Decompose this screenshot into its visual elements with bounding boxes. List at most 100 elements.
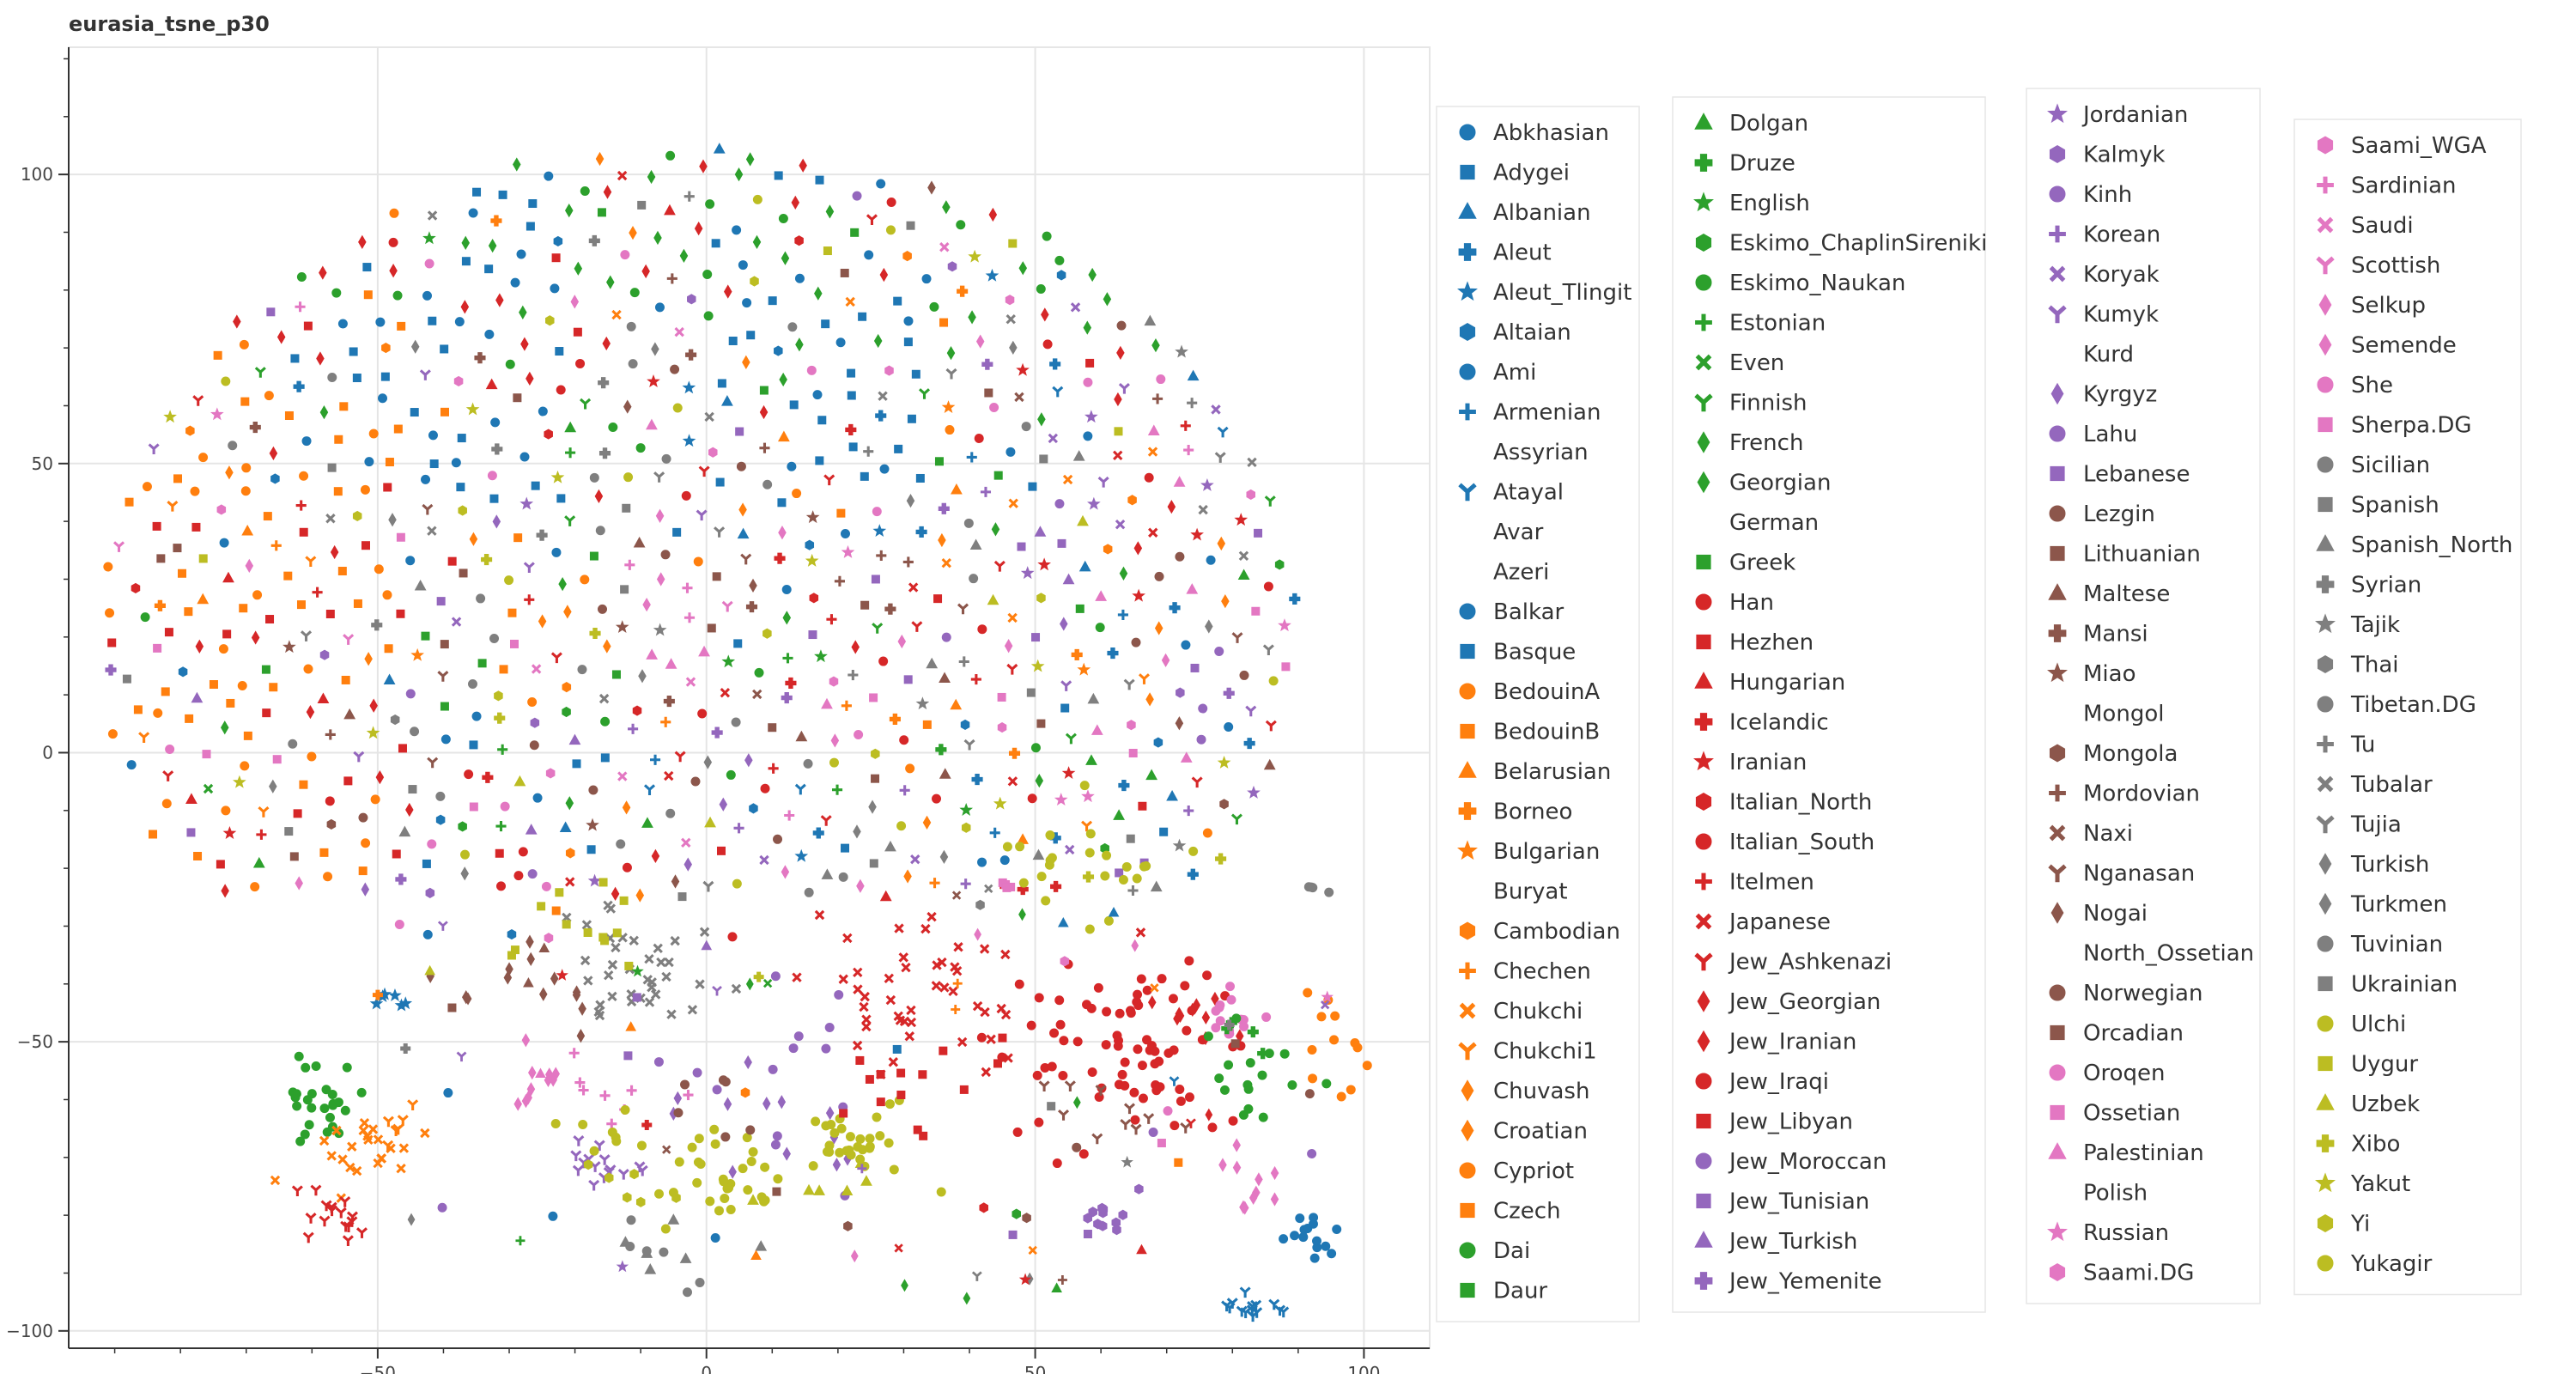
data-point xyxy=(603,639,611,654)
data-point xyxy=(1191,776,1203,788)
data-point xyxy=(1026,1020,1036,1030)
data-point xyxy=(574,1077,586,1088)
data-point xyxy=(792,972,802,982)
data-point xyxy=(644,997,655,1007)
data-point xyxy=(492,514,501,529)
data-point xyxy=(637,200,647,210)
data-point xyxy=(1201,1010,1211,1025)
legend-marker xyxy=(1460,723,1475,739)
legend-item: Ossetian xyxy=(2050,1101,2180,1127)
data-point xyxy=(564,421,577,433)
legend-label: Koryak xyxy=(2083,262,2160,288)
data-point xyxy=(1151,338,1160,353)
data-point xyxy=(770,1140,781,1150)
data-point xyxy=(461,235,470,250)
legend-marker xyxy=(1695,872,1712,891)
data-point xyxy=(650,989,661,1000)
legend-marker xyxy=(2050,902,2064,924)
legend-label: Jew_Turkish xyxy=(1728,1229,1857,1255)
legend-marker xyxy=(2317,136,2334,155)
data-point xyxy=(340,1220,352,1232)
data-point xyxy=(291,1089,301,1099)
data-point xyxy=(727,932,738,942)
data-point xyxy=(1150,1046,1160,1056)
legend-label: Naxi xyxy=(2083,821,2133,847)
data-point xyxy=(588,234,600,246)
data-point xyxy=(528,199,538,209)
data-point xyxy=(825,1105,835,1121)
data-point xyxy=(603,900,613,910)
data-point xyxy=(821,1043,831,1054)
data-point xyxy=(358,812,368,823)
data-point xyxy=(884,973,894,984)
legend-label: Cambodian xyxy=(1493,919,1620,945)
data-point xyxy=(293,380,305,392)
data-point xyxy=(226,698,235,708)
data-point xyxy=(1308,1073,1318,1084)
data-point xyxy=(941,400,956,414)
data-point xyxy=(513,533,523,543)
data-point xyxy=(1087,496,1101,510)
legend-label: Lebanese xyxy=(2083,462,2190,488)
data-point xyxy=(1052,1158,1062,1169)
data-point xyxy=(525,824,538,835)
data-point xyxy=(1321,1241,1331,1251)
data-point xyxy=(988,207,998,222)
legend-item: Maltese xyxy=(2048,581,2170,607)
legend-item: Kalmyk xyxy=(2049,143,2166,168)
legend-item: Druze xyxy=(1694,151,1795,177)
data-point xyxy=(1226,994,1236,1005)
data-point xyxy=(829,757,839,768)
data-point xyxy=(974,434,984,444)
data-point xyxy=(595,526,605,536)
x-tick-label: 100 xyxy=(1347,1363,1380,1374)
data-point xyxy=(1262,644,1274,656)
data-point xyxy=(702,270,713,280)
data-point xyxy=(422,859,431,868)
legend-label: Sherpa.DG xyxy=(2351,413,2472,439)
legend-item: Sicilian xyxy=(2317,453,2430,478)
data-point xyxy=(740,1087,750,1098)
data-point xyxy=(1007,612,1018,623)
data-point xyxy=(149,830,158,839)
legend-item: Lezgin xyxy=(2049,502,2155,527)
data-point xyxy=(950,698,963,710)
legend-label: Kurd xyxy=(2083,342,2134,368)
data-point xyxy=(1121,1155,1133,1168)
data-point xyxy=(1041,896,1051,906)
data-point xyxy=(519,452,530,462)
data-point xyxy=(853,1141,863,1152)
legend-item: Turkish xyxy=(2318,852,2429,878)
data-point xyxy=(953,942,963,952)
data-point xyxy=(869,693,878,702)
data-point xyxy=(1298,1232,1309,1243)
data-point xyxy=(711,239,720,248)
data-point xyxy=(1088,1207,1097,1218)
data-point xyxy=(1093,982,1103,993)
data-point xyxy=(641,264,650,279)
data-point xyxy=(1180,420,1191,431)
data-point xyxy=(577,665,587,675)
data-point xyxy=(424,964,436,976)
data-point xyxy=(1215,1016,1225,1026)
legend-item: Spanish_North xyxy=(2316,532,2512,558)
data-point xyxy=(156,554,166,563)
data-point xyxy=(598,1154,611,1165)
data-point xyxy=(1307,1045,1317,1055)
legend-marker xyxy=(1695,913,1712,930)
data-point xyxy=(624,961,634,970)
data-point xyxy=(615,620,629,633)
data-point xyxy=(447,556,457,566)
data-point xyxy=(291,1185,303,1197)
data-point xyxy=(1139,861,1149,872)
data-point xyxy=(598,604,608,614)
data-point xyxy=(316,351,325,366)
data-point xyxy=(1245,1058,1255,1068)
data-point xyxy=(687,294,696,305)
data-point xyxy=(1257,1070,1267,1080)
data-point xyxy=(692,1067,702,1078)
legend-label: Jew_Iraqi xyxy=(1728,1069,1829,1095)
legend-item: Uygur xyxy=(2318,1052,2418,1078)
data-point xyxy=(574,261,583,276)
data-point xyxy=(1051,1282,1062,1292)
